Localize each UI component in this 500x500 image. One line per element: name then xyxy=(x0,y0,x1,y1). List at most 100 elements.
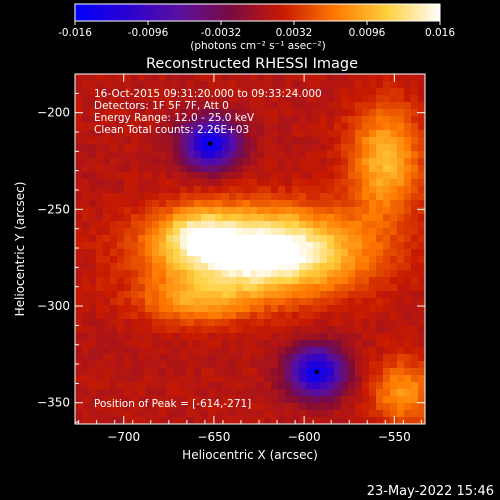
heatmap-cell xyxy=(383,319,391,327)
heatmap-cell xyxy=(194,417,202,425)
heatmap-cell xyxy=(348,214,356,222)
heatmap-cell xyxy=(376,396,384,404)
heatmap-cell xyxy=(341,396,349,404)
heatmap-cell xyxy=(313,291,321,299)
heatmap-cell xyxy=(418,298,426,306)
heatmap-cell xyxy=(355,347,363,355)
heatmap-cell xyxy=(383,193,391,201)
heatmap-cell xyxy=(82,249,90,257)
heatmap-cell xyxy=(243,74,251,82)
heatmap-cell xyxy=(194,179,202,187)
heatmap-cell xyxy=(369,158,377,166)
heatmap-cell xyxy=(173,277,181,285)
heatmap-cell xyxy=(110,130,118,138)
heatmap-cell xyxy=(278,340,286,348)
heatmap-cell xyxy=(201,214,209,222)
heatmap-cell xyxy=(390,186,398,194)
heatmap-cell xyxy=(159,81,167,89)
heatmap-cell xyxy=(75,263,83,271)
heatmap-cell xyxy=(271,137,279,145)
heatmap-cell xyxy=(201,396,209,404)
heatmap-cell xyxy=(152,123,160,131)
heatmap-cell xyxy=(327,172,335,180)
heatmap-cell xyxy=(187,186,195,194)
heatmap-cell xyxy=(152,375,160,383)
heatmap-cell xyxy=(75,333,83,341)
heatmap-cell xyxy=(103,249,111,257)
heatmap-cell xyxy=(390,200,398,208)
heatmap-cell xyxy=(327,403,335,411)
heatmap-cell xyxy=(194,95,202,103)
heatmap-cell xyxy=(222,284,230,292)
heatmap-cell xyxy=(327,130,335,138)
heatmap-cell xyxy=(418,263,426,271)
heatmap-cell xyxy=(264,410,272,418)
heatmap-cell xyxy=(131,193,139,201)
x-tick-label: −600 xyxy=(288,430,321,444)
heatmap-cell xyxy=(355,326,363,334)
heatmap-cell xyxy=(187,81,195,89)
heatmap-cell xyxy=(285,284,293,292)
heatmap-cell xyxy=(383,144,391,152)
heatmap-cell xyxy=(145,403,153,411)
heatmap-cell xyxy=(145,319,153,327)
heatmap-cell xyxy=(159,228,167,236)
heatmap-cell xyxy=(341,179,349,187)
heatmap-cell xyxy=(418,270,426,278)
heatmap-cell xyxy=(243,417,251,425)
heatmap-cell xyxy=(278,263,286,271)
heatmap-cell xyxy=(327,375,335,383)
heatmap-cell xyxy=(166,284,174,292)
heatmap-cell xyxy=(383,102,391,110)
heatmap-cell xyxy=(320,263,328,271)
heatmap-cell xyxy=(96,193,104,201)
heatmap-cell xyxy=(201,249,209,257)
heatmap-cell xyxy=(306,137,314,145)
heatmap-cell xyxy=(110,228,118,236)
heatmap-cell xyxy=(250,193,258,201)
heatmap-cell xyxy=(208,340,216,348)
heatmap-cell xyxy=(418,361,426,369)
heatmap-cell xyxy=(320,354,328,362)
heatmap-cell xyxy=(152,319,160,327)
heatmap-cell xyxy=(173,207,181,215)
heatmap-cell xyxy=(341,151,349,159)
heatmap-cell xyxy=(173,242,181,250)
heatmap-cell xyxy=(103,354,111,362)
heatmap-cell xyxy=(348,109,356,117)
heatmap-cell xyxy=(145,417,153,425)
heatmap-cell xyxy=(159,186,167,194)
heatmap-cell xyxy=(243,284,251,292)
heatmap-cell xyxy=(138,417,146,425)
heatmap-cell xyxy=(229,298,237,306)
heatmap-cell xyxy=(152,179,160,187)
heatmap-cell xyxy=(271,333,279,341)
heatmap-cell xyxy=(229,74,237,82)
heatmap-cell xyxy=(327,228,335,236)
heatmap-cell xyxy=(334,144,342,152)
heatmap-cell xyxy=(103,235,111,243)
heatmap-cell xyxy=(313,151,321,159)
heatmap-cell xyxy=(124,354,132,362)
heatmap-cell xyxy=(327,102,335,110)
heatmap-cell xyxy=(96,74,104,82)
heatmap-cell xyxy=(397,312,405,320)
heatmap-cell xyxy=(418,172,426,180)
heatmap-cell xyxy=(341,207,349,215)
heatmap-cell xyxy=(348,340,356,348)
heatmap-cell xyxy=(173,410,181,418)
heatmap-cell xyxy=(180,305,188,313)
heatmap-cell xyxy=(110,284,118,292)
heatmap-cell xyxy=(131,403,139,411)
heatmap-cell xyxy=(411,375,419,383)
heatmap-cell xyxy=(348,200,356,208)
heatmap-cell xyxy=(89,81,97,89)
heatmap-cell xyxy=(131,137,139,145)
heatmap-cell xyxy=(299,382,307,390)
heatmap-cell xyxy=(306,291,314,299)
heatmap-cell xyxy=(418,340,426,348)
heatmap-cell xyxy=(271,277,279,285)
heatmap-cell xyxy=(292,333,300,341)
heatmap-cell xyxy=(348,256,356,264)
heatmap-cell xyxy=(313,340,321,348)
